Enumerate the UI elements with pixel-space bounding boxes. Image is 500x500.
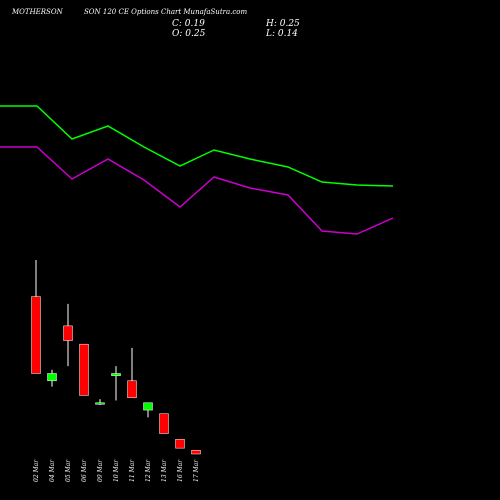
candle-13-mar: [159, 413, 169, 434]
candle-body: [47, 373, 57, 382]
close-value: C: 0.19: [172, 19, 205, 29]
candle-body: [111, 373, 121, 376]
candle-10-mar: [111, 366, 121, 401]
candles: [31, 260, 201, 455]
candle-body: [63, 325, 73, 341]
x-tick-label: 06 Mar: [81, 459, 88, 482]
x-tick-label: 11 Mar: [129, 459, 136, 482]
candle-body: [79, 343, 89, 396]
candle-body: [95, 402, 105, 405]
x-tick-label: 12 Mar: [145, 459, 152, 482]
candle-05-mar: [63, 303, 73, 367]
candle-body: [175, 439, 185, 449]
candle-12-mar: [143, 402, 153, 418]
x-tick-label: 04 Mar: [49, 459, 56, 482]
open-value: O: 0.25: [172, 29, 206, 39]
x-tick-label: 17 Mar: [193, 459, 200, 482]
indicator-line-1: [0, 105, 394, 187]
candle-body: [127, 380, 137, 398]
x-axis-ticks: 02 Mar 04 Mar 05 Mar 06 Mar 09 Mar 10 Mar 11 M…: [33, 459, 200, 482]
candle-09-mar: [95, 399, 105, 405]
candle-02-mar: [31, 260, 41, 374]
candle-body: [143, 402, 153, 411]
x-tick-label: 16 Mar: [177, 459, 184, 482]
candle-17-mar: [191, 450, 201, 455]
candle-16-mar: [175, 439, 185, 449]
candle-body: [159, 413, 169, 434]
candle-11-mar: [127, 347, 137, 398]
x-tick-label: 09 Mar: [97, 459, 104, 482]
high-value: H: 0.25: [265, 19, 300, 29]
chart-symbol: MOTHERSON: [11, 8, 64, 16]
candle-06-mar: [79, 343, 89, 396]
candle-body: [31, 296, 41, 374]
x-tick-label: 10 Mar: [113, 459, 120, 482]
indicator-line-2: [0, 146, 394, 235]
x-tick-label: 02 Mar: [33, 459, 40, 482]
indicator-lines: [0, 105, 394, 235]
candle-04-mar: [47, 369, 57, 387]
x-tick-label: 05 Mar: [65, 459, 72, 482]
candle-body: [191, 450, 201, 455]
low-value: L: 0.14: [265, 29, 298, 39]
chart-subtitle: SON 120 CE Options Chart MunafaSutra.com: [84, 8, 248, 16]
x-tick-label: 13 Mar: [161, 459, 168, 482]
